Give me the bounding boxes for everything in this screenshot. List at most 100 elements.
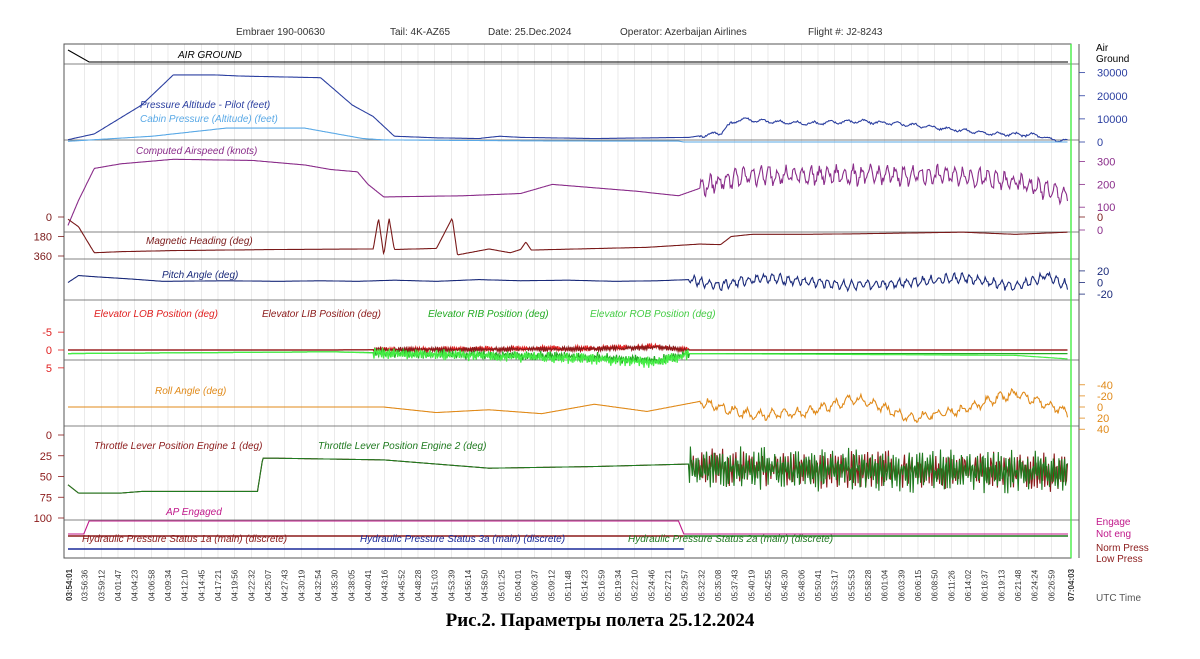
header-date: Date: 25.Dec.2024: [488, 27, 572, 38]
x-tick-58: 06:24:24: [1031, 569, 1040, 601]
x-tick-3: 04:01:47: [114, 569, 123, 601]
x-tick-11: 04:22:32: [247, 569, 256, 601]
y-tick-right-airspeed-200: 200: [1097, 179, 1115, 191]
x-tick-24: 04:56:14: [464, 569, 473, 601]
x-tick-44: 05:48:06: [797, 569, 806, 601]
x-tick-41: 05:40:19: [747, 569, 756, 601]
x-tick-37: 05:29:57: [681, 569, 690, 601]
series-altitude-1: [67, 74, 1068, 143]
y-tick-right-pitch-20: 20: [1097, 266, 1109, 278]
x-tick-42: 05:42:55: [764, 569, 773, 601]
label-norm-press: Norm Press: [1096, 543, 1149, 554]
x-tick-19: 04:43:16: [381, 569, 390, 601]
series-altitude-2: [67, 127, 1068, 143]
y-tick-left-elevator-0: 0: [46, 345, 52, 357]
x-tick-33: 05:19:34: [614, 569, 623, 601]
y-tick-right-pitch--20: -20: [1097, 289, 1113, 301]
y-tick-left-throttle-75: 75: [40, 492, 52, 504]
y-tick-left-elevator-5: 5: [46, 363, 52, 375]
y-tick-left-heading-360: 360: [34, 251, 52, 263]
header-tail: Tail: 4K-AZ65: [390, 27, 450, 38]
y-tick-right-airspeed-0: 0: [1097, 225, 1103, 237]
title-elev-lob: Elevator LOB Position (deg): [94, 309, 218, 320]
series-air-ground-1: [67, 49, 1068, 63]
x-tick-54: 06:14:02: [964, 569, 973, 601]
x-tick-29: 05:09:12: [547, 569, 556, 601]
y-tick-left-heading-180: 180: [34, 232, 52, 244]
title-pitch: Pitch Angle (deg): [162, 270, 238, 281]
x-tick-50: 06:03:39: [897, 569, 906, 601]
series-heading-1: [67, 217, 1068, 256]
x-tick-18: 04:40:41: [364, 569, 373, 601]
x-tick-27: 05:04:01: [514, 569, 523, 601]
title-airspeed: Computed Airspeed (knots): [136, 146, 257, 157]
x-tick-36: 05:27:21: [664, 569, 673, 601]
x-tick-15: 04:32:54: [314, 569, 323, 601]
series-pitch-1: [67, 270, 1069, 293]
figure-caption: Рис.2. Параметры полета 25.12.2024: [445, 610, 755, 631]
y-tick-right-altitude-20000: 20000: [1097, 91, 1128, 103]
x-tick-5: 04:06:58: [147, 569, 156, 601]
y-tick-right-altitude-10000: 10000: [1097, 114, 1128, 126]
x-tick-13: 04:27:43: [281, 569, 290, 601]
y-tick-right-altitude-0: 0: [1097, 137, 1103, 149]
x-tick-21: 04:48:28: [414, 569, 423, 601]
x-tick-52: 06:08:50: [931, 569, 940, 601]
title-cabin-pressure: Cabin Pressure (Altitude) (feet): [140, 114, 278, 125]
label-air: Air: [1096, 43, 1109, 54]
x-tick-17: 04:38:05: [347, 569, 356, 601]
label-engage: Engage: [1096, 517, 1131, 528]
title-elev-rib: Elevator RIB Position (deg): [428, 309, 549, 320]
label-not-eng: Not eng: [1096, 529, 1131, 540]
header-operator: Operator: Azerbaijan Airlines: [620, 27, 747, 38]
y-tick-right-roll-0: 0: [1097, 402, 1103, 414]
x-tick-6: 04:09:34: [164, 569, 173, 601]
y-tick-left-throttle-50: 50: [40, 472, 52, 484]
x-tick-56: 06:19:13: [997, 569, 1006, 601]
title-pressure-altitude: Pressure Altitude - Pilot (feet): [140, 100, 270, 111]
series-ap-engaged-1: [68, 520, 1068, 535]
series-airspeed-1: [67, 158, 1069, 226]
y-tick-right-pitch-0: 0: [1097, 278, 1103, 290]
y-ticks-layer: 0100002000030000010020030000180360-20020…: [34, 68, 1128, 525]
x-tick-1: 03:56:36: [81, 569, 90, 601]
title-heading: Magnetic Heading (deg): [146, 236, 253, 247]
x-tick-40: 05:37:43: [731, 569, 740, 601]
x-tick-25: 04:58:50: [481, 569, 490, 601]
header-flight: Flight #: J2-8243: [808, 27, 883, 38]
series-elevator-4: [68, 347, 1068, 368]
x-tick-45: 05:50:41: [814, 569, 823, 601]
y-tick-right-roll-40: 40: [1097, 424, 1109, 436]
label-low-press: Low Press: [1096, 554, 1143, 565]
label-ground: Ground: [1096, 54, 1129, 65]
x-tick-48: 05:58:28: [864, 569, 873, 601]
title-hyd-1a: Hydraulic Pressure Status 1a (main) (dis…: [82, 534, 287, 545]
title-hyd-3a: Hydraulic Pressure Status 3a (main) (dis…: [360, 534, 565, 545]
x-start-label: 03:54:01: [65, 568, 74, 601]
x-tick-49: 06:01:04: [881, 569, 890, 601]
x-tick-28: 05:06:37: [531, 569, 540, 601]
x-tick-4: 04:04:23: [131, 569, 140, 601]
y-tick-left-heading-0: 0: [46, 212, 52, 224]
y-tick-left-throttle-25: 25: [40, 451, 52, 463]
x-tick-53: 06:11:26: [947, 570, 956, 601]
x-axis-label: UTC Time: [1096, 593, 1141, 604]
x-tick-20: 04:45:52: [397, 569, 406, 601]
title-hyd-2a: Hydraulic Pressure Status 2a (main) (dis…: [628, 534, 833, 545]
title-ap-engaged: AP Engaged: [165, 507, 222, 518]
series-roll-1: [68, 387, 1069, 424]
x-tick-26: 05:01:25: [497, 569, 506, 601]
x-tick-59: 06:26:59: [1047, 569, 1056, 601]
x-tick-57: 06:21:48: [1014, 569, 1023, 601]
x-tick-35: 05:24:46: [647, 569, 656, 601]
y-tick-right-altitude-30000: 30000: [1097, 68, 1128, 80]
y-tick-left-throttle-0: 0: [46, 430, 52, 442]
y-tick-left-elevator--5: -5: [42, 327, 52, 339]
x-tick-39: 05:35:08: [714, 569, 723, 601]
title-roll: Roll Angle (deg): [155, 386, 226, 397]
panel-separators: [64, 63, 1079, 521]
x-tick-23: 04:53:39: [447, 569, 456, 601]
x-tick-51: 06:06:15: [914, 569, 923, 601]
y-tick-right-roll--20: -20: [1097, 391, 1113, 403]
